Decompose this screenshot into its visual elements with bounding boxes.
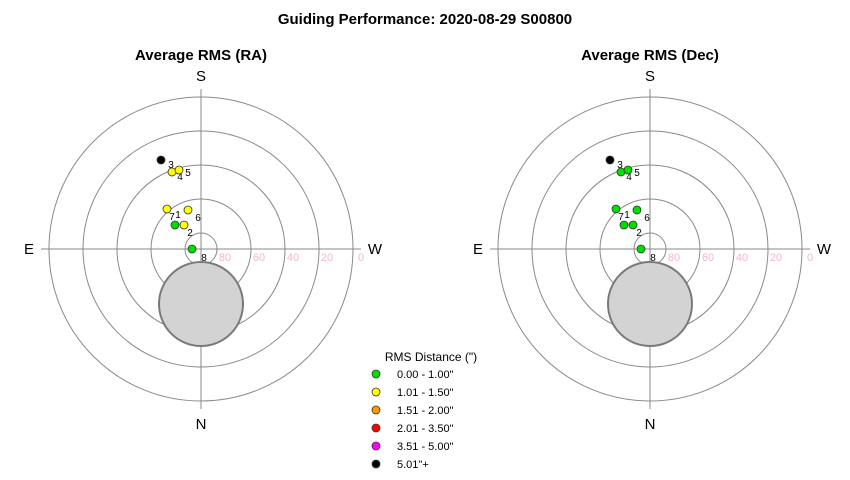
- data-point-label: 4: [626, 172, 632, 183]
- legend-label: 3.51 - 5.00": [397, 441, 454, 453]
- altitude-tick-label: 60: [253, 252, 265, 264]
- data-point: [628, 220, 638, 230]
- data-point-label: 6: [195, 213, 201, 224]
- polar-plot-ra: Average RMS (RA) S N E W 80 60 40 20 0 12 34 5 6 7 8: [24, 47, 383, 433]
- data-point: [187, 244, 197, 254]
- data-point: [611, 204, 621, 214]
- altitude-tick-label: 80: [668, 252, 680, 264]
- direction-label-bottom: N: [645, 416, 656, 433]
- direction-label-top: S: [196, 68, 206, 85]
- legend-marker: [371, 405, 381, 415]
- data-point-label: 3: [168, 160, 174, 171]
- legend-label: 1.01 - 1.50": [397, 387, 454, 399]
- data-point: [619, 220, 629, 230]
- direction-label-left: E: [473, 241, 483, 258]
- data-point: [183, 205, 193, 215]
- legend-marker: [371, 441, 381, 451]
- plot-subtitle: Average RMS (RA): [135, 47, 267, 64]
- data-point: [179, 220, 189, 230]
- direction-label-top: S: [645, 68, 655, 85]
- altitude-tick-label: 20: [321, 252, 333, 264]
- legend-marker: [371, 423, 381, 433]
- legend-label: 5.01"+: [397, 459, 429, 471]
- direction-label-bottom: N: [196, 416, 207, 433]
- data-point-label: 2: [187, 228, 193, 239]
- altitude-tick-label: 0: [807, 252, 813, 264]
- altitude-tick-label: 60: [702, 252, 714, 264]
- data-point: [632, 205, 642, 215]
- legend-marker: [371, 387, 381, 397]
- data-point-label: 6: [644, 213, 650, 224]
- data-point-label: 4: [177, 172, 183, 183]
- obstruction-disk: [607, 261, 693, 347]
- chart-title: Guiding Performance: 2020-08-29 S00800: [278, 11, 572, 28]
- data-point-label: 3: [617, 160, 623, 171]
- data-point-label: 1: [624, 210, 630, 221]
- legend-marker: [371, 369, 381, 379]
- data-point-label: 2: [636, 228, 642, 239]
- legend-label: 2.01 - 3.50": [397, 423, 454, 435]
- data-point-label: 5: [634, 168, 640, 179]
- data-point: [170, 220, 180, 230]
- data-point-label: 5: [185, 168, 191, 179]
- altitude-tick-label: 20: [770, 252, 782, 264]
- plot-subtitle: Average RMS (Dec): [581, 47, 719, 64]
- data-point: [605, 155, 615, 165]
- altitude-tick-label: 40: [287, 252, 299, 264]
- legend-label: 1.51 - 2.00": [397, 405, 454, 417]
- direction-label-right: W: [368, 241, 383, 258]
- legend: RMS Distance (") 0.00 - 1.00" 1.01 - 1.50…: [371, 350, 477, 471]
- altitude-tick-label: 40: [736, 252, 748, 264]
- data-point-label: 7: [169, 212, 175, 223]
- data-point-label: 7: [618, 212, 624, 223]
- obstruction-disk: [158, 261, 244, 347]
- direction-label-right: W: [817, 241, 832, 258]
- data-point: [156, 155, 166, 165]
- altitude-tick-label: 0: [358, 252, 364, 264]
- data-point: [174, 165, 184, 175]
- data-point: [162, 204, 172, 214]
- data-point-label: 8: [201, 253, 207, 264]
- altitude-tick-label: 80: [219, 252, 231, 264]
- legend-label: 0.00 - 1.00": [397, 369, 454, 381]
- polar-plot-dec: Average RMS (Dec) S N E W 80 60 40 20 0 12 34 5 6 7 8: [473, 47, 832, 433]
- legend-marker: [371, 459, 381, 469]
- legend-title: RMS Distance ("): [385, 350, 477, 364]
- data-point: [623, 165, 633, 175]
- data-point-label: 8: [650, 253, 656, 264]
- data-point: [636, 244, 646, 254]
- direction-label-left: E: [24, 241, 34, 258]
- data-point-label: 1: [175, 210, 181, 221]
